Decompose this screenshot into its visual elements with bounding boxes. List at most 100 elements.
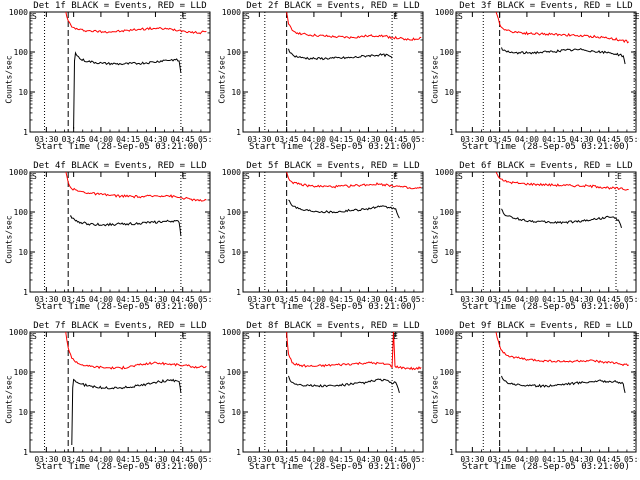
y-tick-label: 10 (444, 408, 454, 417)
detector-panel: 1 10 100 1000 03:30 03:45 04:00 04:15 04:30 04:45… (426, 320, 640, 480)
x-tick-label: 03:45 (62, 135, 86, 144)
panel-title: Det 6f BLACK = Events, RED = LLD (459, 161, 633, 171)
y-axis-label: Counts/sec (4, 375, 14, 424)
end-marker: E (635, 12, 639, 21)
x-tick-label: 04:15 (329, 135, 353, 144)
plot-svg: 1 10 100 1000 03:30 03:45 04:00 04:15 04:30 04:45… (9, 328, 213, 464)
x-tick-label: 04:00 (302, 135, 326, 144)
x-tick-label: 04:30 (569, 295, 593, 304)
x-tick-label: 04:15 (329, 455, 353, 464)
y-tick-label: 1000 (435, 328, 454, 337)
y-tick-label: 1000 (435, 168, 454, 177)
x-axis-label: Start Time (28-Sep-05 03:21:00) (36, 142, 204, 152)
y-tick-label: 1000 (9, 328, 28, 337)
x-tick-label: 04:45 (384, 135, 408, 144)
axes-frame (29, 171, 211, 293)
x-tick-label: 05:00 (411, 455, 426, 464)
x-axis-label: Start Time (28-Sep-05 03:21:00) (36, 462, 204, 472)
x-tick-label: 03:30 (247, 455, 271, 464)
y-tick-label: 1 (236, 128, 241, 137)
lld-series-line (495, 172, 629, 191)
axes-frame (29, 331, 211, 453)
start-marker: S (245, 172, 250, 181)
y-tick-label: 100 (227, 48, 242, 57)
y-tick-label: 100 (227, 368, 242, 377)
y-axis-label: Counts/sec (4, 215, 14, 264)
x-tick-label: 04:45 (171, 455, 195, 464)
start-marker: S (245, 332, 250, 341)
y-tick-label: 10 (18, 408, 28, 417)
x-tick-label: 04:00 (515, 295, 539, 304)
lld-series-line (286, 12, 422, 41)
y-tick-label: 100 (440, 208, 455, 217)
y-tick-label: 1000 (9, 8, 28, 17)
detector-panel: 1 10 100 1000 03:30 03:45 04:00 04:15 04:30 04:45… (426, 0, 640, 160)
x-axis-label: Start Time (28-Sep-05 03:21:00) (36, 302, 204, 312)
x-tick-label: 04:30 (569, 455, 593, 464)
y-tick-label: 1 (449, 128, 454, 137)
y-tick-label: 100 (227, 208, 242, 217)
y-axis-label: Counts/sec (4, 55, 14, 104)
plot-svg: 1 10 100 1000 03:30 03:45 04:00 04:15 04:30 04:45… (435, 8, 639, 144)
lld-series-line (65, 172, 207, 202)
y-tick-label: 1 (449, 288, 454, 297)
y-tick-label: 1 (236, 288, 241, 297)
y-axis-label: Counts/sec (430, 375, 440, 424)
panel-title: Det 2f BLACK = Events, RED = LLD (246, 1, 420, 11)
x-tick-label: 03:45 (488, 135, 512, 144)
x-tick-label: 04:45 (171, 135, 195, 144)
x-tick-label: 03:45 (62, 295, 86, 304)
x-tick-label: 04:00 (515, 135, 539, 144)
panel-title: Det 3f BLACK = Events, RED = LLD (459, 1, 633, 11)
panel-title: Det 8f BLACK = Events, RED = LLD (246, 321, 420, 331)
y-tick-label: 1000 (9, 168, 28, 177)
axes-frame (455, 171, 637, 293)
end-marker: E (393, 332, 398, 341)
x-tick-label: 05:00 (624, 135, 639, 144)
x-tick-label: 04:00 (89, 295, 113, 304)
start-marker: S (458, 172, 463, 181)
panel-title: Det 1f BLACK = Events, RED = LLD (33, 1, 207, 11)
y-tick-label: 1000 (222, 328, 241, 337)
detector-panel: 1 10 100 1000 03:30 03:45 04:00 04:15 04:30 04:45… (0, 320, 214, 480)
detector-panel: 1 10 100 1000 03:30 03:45 04:00 04:15 04:30 04:45… (426, 160, 640, 320)
y-tick-label: 100 (440, 368, 455, 377)
x-axis-label: Start Time (28-Sep-05 03:21:00) (462, 462, 630, 472)
lld-series-line (286, 332, 422, 371)
panel-title: Det 4f BLACK = Events, RED = LLD (33, 161, 207, 171)
plot-svg: 1 10 100 1000 03:30 03:45 04:00 04:15 04:30 04:45… (222, 328, 426, 464)
x-tick-label: 05:00 (624, 295, 639, 304)
x-tick-label: 04:15 (542, 295, 566, 304)
x-tick-label: 04:30 (356, 295, 380, 304)
x-tick-label: 03:45 (488, 295, 512, 304)
lld-series-line (65, 332, 207, 370)
y-tick-label: 10 (444, 248, 454, 257)
y-axis-label: Counts/sec (430, 215, 440, 264)
start-marker: S (32, 332, 37, 341)
start-marker: S (32, 172, 37, 181)
y-tick-label: 1 (23, 448, 28, 457)
x-tick-label: 04:00 (89, 455, 113, 464)
x-tick-label: 04:00 (89, 135, 113, 144)
events-series-line (288, 375, 400, 394)
x-axis-label: Start Time (28-Sep-05 03:21:00) (462, 302, 630, 312)
y-tick-label: 1 (23, 288, 28, 297)
y-tick-label: 100 (14, 48, 29, 57)
x-tick-label: 05:00 (411, 135, 426, 144)
events-series-line (501, 375, 626, 394)
x-tick-label: 04:00 (302, 295, 326, 304)
events-series-line (501, 208, 622, 229)
y-axis-label: Counts/sec (217, 55, 227, 104)
x-tick-label: 04:30 (356, 455, 380, 464)
y-tick-label: 1 (23, 128, 28, 137)
x-tick-label: 03:30 (247, 295, 271, 304)
end-marker: E (182, 172, 187, 181)
x-tick-label: 03:45 (275, 295, 299, 304)
detector-panel: 1 10 100 1000 03:30 03:45 04:00 04:15 04:30 04:45… (0, 160, 214, 320)
x-tick-label: 04:15 (329, 295, 353, 304)
x-tick-label: 04:30 (143, 295, 167, 304)
plot-svg: 1 10 100 1000 03:30 03:45 04:00 04:15 04:30 04:45… (435, 168, 639, 304)
x-tick-label: 04:30 (356, 135, 380, 144)
y-tick-label: 1000 (222, 168, 241, 177)
